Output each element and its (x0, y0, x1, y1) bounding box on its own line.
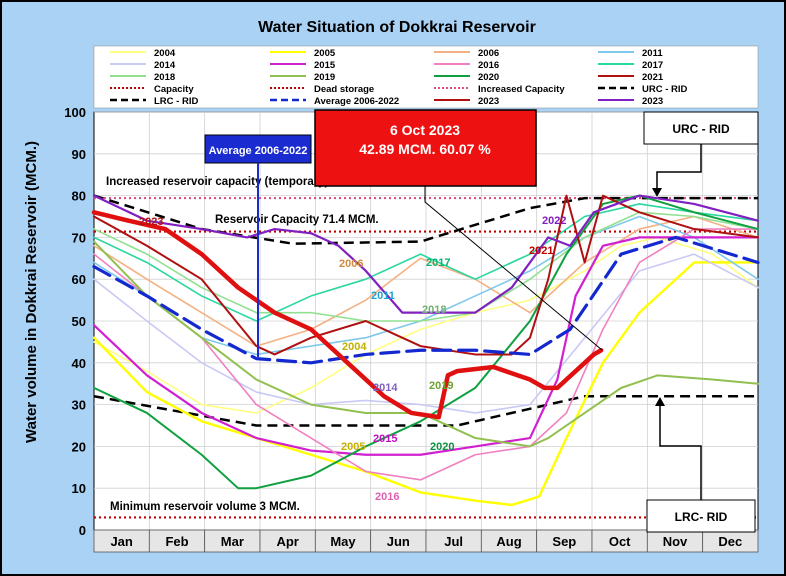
label-2014: 2014 (373, 382, 398, 394)
legend-label: 2006 (478, 48, 499, 59)
y-tick-label: 50 (72, 314, 86, 329)
series-line-2016 (93, 228, 759, 481)
label-2017: 2017 (426, 257, 450, 269)
label-2006: 2006 (339, 258, 363, 270)
month-label: Oct (609, 534, 631, 549)
legend-label: Dead storage (314, 84, 374, 95)
month-label: Aug (496, 534, 521, 549)
legend-label: URC - RID (642, 84, 688, 95)
month-axis: Jan Feb Mar Apr May Jun Jul Aug Sep Oct Nov Dec (93, 529, 759, 553)
chart-title: Water Situation of Dokkrai Reservoir (258, 19, 536, 36)
legend-label: 2015 (314, 60, 336, 71)
average-box-text: Average 2006-2022 (209, 145, 308, 157)
y-tick-label: 60 (72, 272, 86, 287)
label-2023: 2023 (139, 216, 163, 228)
label-2020: 2020 (430, 441, 454, 453)
label-2005: 2005 (341, 441, 365, 453)
y-tick-label: 90 (72, 147, 86, 162)
urc-box (643, 111, 759, 145)
y-tick-label: 40 (72, 356, 86, 371)
urc-arrowhead (652, 188, 662, 197)
legend-label: 2014 (154, 60, 176, 71)
series-line-2014 (93, 253, 759, 414)
urc-pointer (656, 144, 702, 192)
urc-box-text: URC - RID (672, 122, 730, 136)
series-line-2023 (91, 210, 604, 420)
legend-label: Average 2006-2022 (314, 96, 399, 107)
label-2018: 2018 (422, 304, 446, 316)
month-label: Sep (552, 534, 576, 549)
legend: 2004 2005 2006 2011 2014 2015 2016 2017 2018 2019… (110, 48, 688, 107)
y-tick-label: 80 (72, 189, 86, 204)
month-label: Mar (221, 534, 244, 549)
legend-label: LRC - RID (154, 96, 198, 107)
series-line-2020 (93, 194, 759, 490)
series-group (91, 194, 760, 507)
legend-label: 2021 (642, 72, 664, 83)
month-label: Jul (444, 534, 463, 549)
legend-label: 2005 (314, 48, 336, 59)
series-line-2022 (92, 194, 760, 314)
lrc-callout: LRC- RID (646, 397, 756, 533)
label-2004: 2004 (342, 341, 367, 353)
series-line-2019 (93, 240, 759, 448)
series-line-2015 (92, 236, 760, 456)
month-label: Feb (165, 534, 188, 549)
legend-label: 2019 (314, 72, 335, 83)
average-callout: Average 2006-2022 (204, 134, 312, 357)
month-label: Dec (718, 534, 742, 549)
month-label: Apr (276, 534, 298, 549)
urc-callout: URC - RID (643, 111, 759, 197)
label-2021: 2021 (529, 245, 553, 257)
legend-label: 2016 (478, 60, 499, 71)
legend-box (93, 45, 759, 109)
legend-label: 2020 (478, 72, 499, 83)
current-pointer (424, 186, 603, 351)
capacity-text: Reservoir Capacity 71.4 MCM. (215, 214, 379, 226)
y-axis-label: Water volume in Dokkrai Reservoir (MCM.) (23, 141, 40, 443)
series-line-2004 (93, 236, 759, 414)
legend-label: 2023 (478, 96, 499, 107)
legend-label: 2004 (154, 48, 176, 59)
series-line-2017 (93, 203, 759, 322)
label-2011: 2011 (371, 290, 395, 302)
minimum-text: Minimum reservoir volume 3 MCM. (110, 501, 300, 513)
y-tick-label: 70 (72, 230, 86, 245)
series-line-2006 (93, 215, 759, 347)
month-label: Jun (387, 534, 410, 549)
month-label: May (330, 534, 356, 549)
y-tick-labels: 0 10 20 30 40 50 60 70 80 90 100 (64, 105, 86, 538)
lrc-arrowhead (655, 397, 665, 406)
average-box (204, 134, 312, 164)
series-labels: 2023 2022 2021 2006 2017 2011 2018 2004 … (139, 215, 566, 503)
legend-label: 2017 (642, 60, 663, 71)
lrc-box-text: LRC- RID (675, 510, 728, 524)
y-tick-label: 100 (64, 105, 86, 120)
legend-label: 2011 (642, 48, 663, 59)
lrc-pointer (659, 402, 702, 500)
current-box (314, 109, 537, 187)
legend-label: Increased Capacity (478, 84, 565, 95)
label-2016: 2016 (375, 491, 399, 503)
label-2015: 2015 (373, 433, 397, 445)
label-2022: 2022 (542, 215, 566, 227)
y-tick-label: 0 (79, 523, 86, 538)
legend-label: 2018 (154, 72, 175, 83)
series-line-2021 (93, 194, 759, 356)
month-label: Nov (663, 534, 688, 549)
y-tick-label: 30 (72, 398, 86, 413)
legend-label: Capacity (154, 84, 194, 95)
series-line-2005 (92, 261, 760, 507)
y-tick-label: 10 (72, 481, 86, 496)
current-date: 6 Oct 2023 (390, 122, 460, 138)
month-label: Jan (110, 534, 132, 549)
series-line-average-2006-2022 (92, 235, 760, 365)
legend-label: 2023 (642, 96, 663, 107)
current-callout: 6 Oct 2023 42.89 MCM. 60.07 % (314, 109, 603, 351)
y-tick-label: 20 (72, 439, 86, 454)
current-value: 42.89 MCM. 60.07 % (359, 141, 491, 157)
label-2019: 2019 (429, 380, 453, 392)
